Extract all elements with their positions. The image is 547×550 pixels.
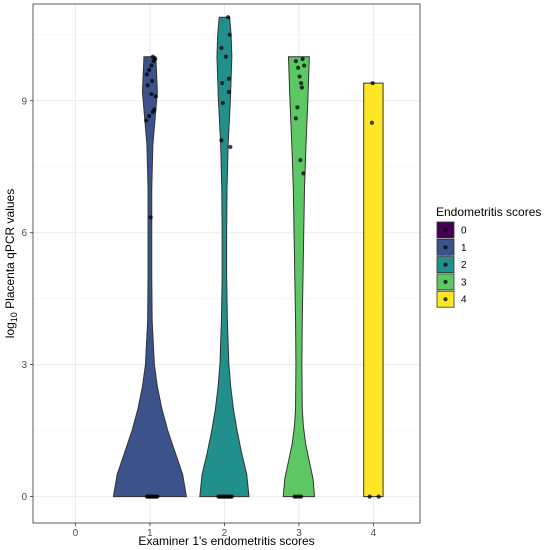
data-point [370, 81, 375, 86]
legend-label-1: 1 [461, 243, 467, 254]
y-axis-title-subscript: 10 [9, 312, 19, 322]
data-point [155, 494, 160, 499]
data-point [226, 89, 231, 95]
x-tick-label: 4 [371, 528, 377, 539]
data-point [145, 83, 150, 88]
y-tick-label: 0 [21, 492, 27, 503]
y-axis-title-log: log [3, 322, 17, 338]
data-point [144, 118, 149, 123]
data-points [144, 15, 381, 499]
data-point [301, 171, 306, 176]
data-point [226, 76, 231, 81]
x-tick-label: 2 [222, 528, 228, 539]
x-tick-label: 1 [147, 528, 153, 539]
data-point [153, 94, 158, 99]
legend-key-point [443, 279, 448, 284]
x-tick-label: 0 [73, 528, 79, 539]
y-tick-label: 6 [21, 228, 27, 239]
data-point [144, 72, 150, 77]
data-point [293, 59, 299, 64]
data-point [149, 63, 154, 68]
legend-key-point [443, 297, 448, 302]
violin-score-1 [112, 56, 188, 498]
legend-label-4: 4 [461, 295, 467, 306]
y-axis-title-rest: Placenta qPCR values [3, 189, 17, 312]
data-point [219, 138, 224, 143]
data-point [229, 494, 234, 499]
y-tick-label: 3 [21, 360, 27, 371]
data-point [223, 54, 228, 59]
data-point [149, 92, 154, 97]
violin-score-4 [363, 82, 384, 498]
data-point [297, 74, 302, 79]
data-point [148, 215, 153, 220]
data-point [147, 114, 152, 119]
x-axis-title: Examiner 1's endometritis scores [138, 534, 314, 548]
data-point [150, 78, 155, 84]
data-point [296, 65, 301, 70]
legend: Endometritis scores 0 1 2 3 4 [436, 205, 541, 308]
legend-label-3: 3 [461, 277, 467, 288]
data-point [299, 85, 304, 90]
data-point [226, 15, 231, 20]
legend-key-point [443, 262, 448, 267]
legend-key-point [443, 227, 448, 233]
data-point [220, 81, 225, 86]
x-tick-label: 3 [296, 528, 302, 539]
violin-score-2 [199, 16, 250, 498]
data-point [295, 105, 300, 110]
data-point [152, 107, 157, 112]
data-point [228, 144, 233, 150]
y-tick-label: 9 [21, 96, 27, 107]
data-point [147, 67, 152, 73]
data-point [376, 494, 381, 499]
data-point [293, 116, 299, 121]
data-point [299, 494, 304, 499]
data-point [220, 100, 226, 106]
axis-ticks: 0 3 6 9 0 1 2 3 4 [21, 96, 376, 539]
data-point [302, 63, 307, 68]
legend-label-2: 2 [461, 260, 467, 271]
legend-title: Endometritis scores [436, 205, 541, 219]
y-axis-title: log10 Placenta qPCR values [3, 189, 19, 338]
data-point [369, 120, 375, 125]
data-point [300, 56, 305, 62]
legend-key-point [443, 245, 448, 250]
violin-score-3 [282, 56, 316, 498]
data-point [367, 494, 372, 499]
panel-border [32, 3, 421, 524]
violins [112, 16, 384, 498]
data-point [219, 45, 224, 51]
legend-label-0: 0 [461, 226, 467, 237]
data-point [299, 81, 304, 86]
data-point [298, 158, 303, 163]
data-point [227, 32, 232, 37]
data-point [150, 54, 155, 59]
